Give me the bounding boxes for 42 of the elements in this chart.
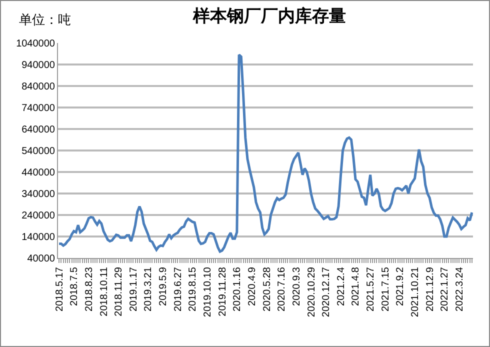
y-tick-label: 1040000 [16, 38, 56, 50]
y-tick-label: 540000 [22, 146, 56, 157]
x-tick-label: 2021.7.15 [380, 266, 392, 312]
x-tick-label: 2021.12.9 [424, 266, 436, 312]
x-tick-label: 2020.12.17 [321, 266, 332, 318]
x-tick-label: 2020.5.28 [262, 266, 273, 312]
x-tick-label: 2021.9.2 [395, 266, 406, 306]
x-tick-label: 2019.1.17 [128, 266, 140, 312]
x-tick-label: 2018.8.23 [84, 266, 95, 312]
y-tick-label: 40000 [27, 254, 56, 264]
x-tick-label: 2020.9.3 [291, 266, 302, 306]
x-tick-label: 2020.10.29 [306, 266, 318, 318]
x-tick-label: 2021.2.4 [336, 266, 347, 306]
x-tick-label: 2020.7.16 [276, 266, 288, 312]
x-tick-label: 2020.4.9 [246, 266, 258, 306]
x-tick-label: 2019.6.27 [172, 266, 184, 312]
x-tick-label: 2020.1.16 [232, 266, 244, 312]
x-tick-label: 2018.11.29 [114, 266, 125, 316]
x-tick-label: 2021.5.27 [366, 266, 377, 312]
y-tick-label: 240000 [22, 210, 56, 222]
y-tick-label: 840000 [22, 82, 56, 92]
x-tick-label: 2018.10.11 [98, 266, 110, 316]
x-tick-label: 2019.11.28 [217, 266, 228, 316]
text: 单位：吨 [19, 13, 71, 28]
x-tick-label: 2019.3.21 [143, 266, 154, 312]
chart-title: 样本钢厂厂内库存量 [192, 6, 346, 27]
x-tick-label: 2018.5.17 [54, 266, 66, 312]
x-tick-label: 2022.1.27 [440, 266, 451, 312]
y-tick-label: 440000 [22, 168, 56, 178]
y-tick-label: 940000 [22, 60, 56, 71]
x-tick-label: 2021.10.21 [410, 266, 422, 318]
y-tick-label: 640000 [22, 124, 56, 136]
y-tick-label: 740000 [22, 103, 56, 114]
line-series [58, 54, 473, 253]
x-tick-label: 2021.4.8 [350, 266, 362, 306]
x-tick-label: 2019.10.10 [202, 266, 214, 318]
x-tick-label: 2022.3.24 [454, 266, 466, 312]
x-tick-label: 2019.5.9 [158, 266, 170, 306]
x-tick-label: 2018.7.5 [69, 266, 80, 306]
y-tick-label: 140000 [22, 232, 56, 243]
x-tick-label: 2019.8.15 [188, 266, 199, 312]
y-tick-label: 340000 [22, 189, 56, 200]
